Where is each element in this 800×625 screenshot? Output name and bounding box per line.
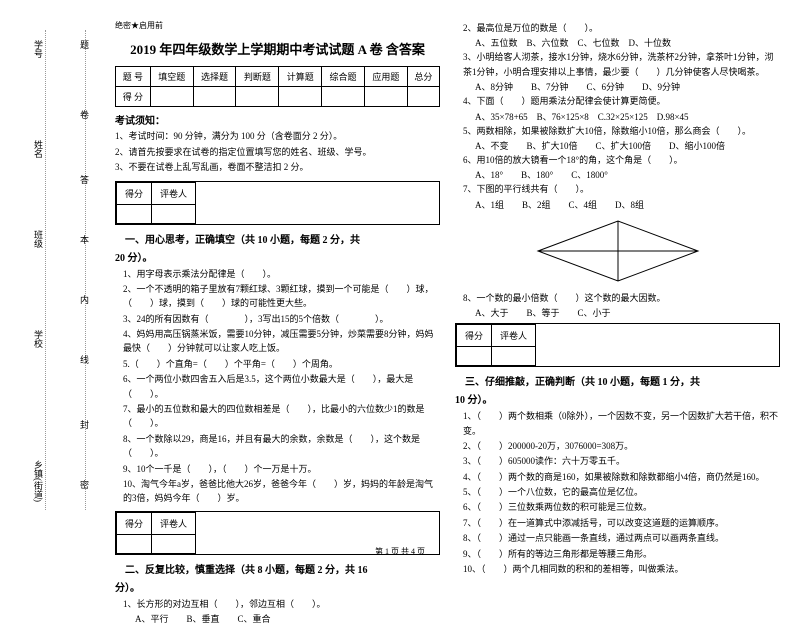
score-table: 题 号 填空题 选择题 判断题 计算题 综合题 应用题 总分 得 分: [115, 66, 440, 107]
q2-4-opts: A、35×78+65 B、76×125×8 C.32×25×125 D.98×4…: [455, 110, 780, 123]
th-0: 题 号: [116, 67, 151, 87]
q3-2: 2、（ ）200000-20万，3076000=308万。: [455, 439, 780, 453]
q2-5-opts: A、不变 B、扩大10倍 C、扩大100倍 D、缩小100倍: [455, 139, 780, 152]
side-char-1: 卷: [78, 110, 91, 119]
side-label-1: 姓名: [32, 140, 45, 158]
side-label-2: 班级: [32, 230, 45, 248]
score-box-3: 得分评卷人: [455, 323, 780, 367]
q2-3-opts: A、8分钟 B、7分钟 C、6分钟 D、9分钟: [455, 80, 780, 93]
q3-5: 5、（ ）一个八位数，它的最高位是亿位。: [455, 485, 780, 499]
q3-4: 4、（ ）两个数的商是160，如果被除数和除数都缩小4倍，商仍然是160。: [455, 470, 780, 484]
side-char-4: 内: [78, 295, 91, 304]
th-2: 选择题: [193, 67, 236, 87]
page-footer: 第 1 页 共 4 页: [0, 546, 800, 557]
side-char-5: 线: [78, 355, 91, 364]
q3-6: 6、（ ）三位数乘两位数的积可能是三位数。: [455, 500, 780, 514]
side-char-0: 题: [78, 40, 91, 49]
side-char-7: 密: [78, 480, 91, 489]
q1-2: 2、一个不透明的箱子里放有7颗红球、3颗红球，摸到一个可能是（ ）球，（ ）球，…: [115, 282, 440, 311]
th-6: 应用题: [364, 67, 407, 87]
side-char-3: 本: [78, 235, 91, 244]
section1-tail: 20 分）。: [115, 249, 440, 264]
q2-8-opts: A、大于 B、等于 C、小于: [455, 306, 780, 319]
right-column: 2、最高位是万位的数是（ ）。 A、五位数 B、六位数 C、七位数 D、十位数 …: [455, 20, 780, 625]
exam-title: 2019 年四年级数学上学期期中考试试题 A 卷 含答案: [115, 39, 440, 58]
section1-head: 一、用心思考，正确填空（共 10 小题，每题 2 分，共: [125, 235, 360, 246]
section2-tail: 分）。: [115, 579, 440, 594]
th-5: 综合题: [322, 67, 365, 87]
q1-7: 7、最小的五位数和最大的四位数相差是（ ），比最小的六位数少1的数是（ ）。: [115, 402, 440, 431]
section3-head: 三、仔细推敲，正确判断（共 10 小题，每题 1 分，共: [465, 377, 700, 388]
q2-1: 1、长方形的对边互相（ ），邻边互相（ ）。: [115, 597, 440, 611]
side-label-4: 乡镇(街道): [32, 460, 45, 502]
q2-7: 7、下图的平行线共有（ ）。: [455, 182, 780, 196]
q1-8: 8、一个数除以29，商是16，并且有最大的余数，余数是（ ），这个数是（ ）。: [115, 432, 440, 461]
q2-7-opts: A、1组 B、2组 C、4组 D、8组: [455, 198, 780, 211]
secret-label: 绝密★启用前: [115, 20, 440, 31]
q1-1: 1、用字母表示乘法分配律是（ ）。: [115, 267, 440, 281]
rhombus-diagram: [528, 216, 708, 286]
dotted-line-2: [85, 30, 86, 510]
side-label-0: 学号: [32, 40, 45, 58]
q3-1: 1、（ ）两个数相乘（0除外），一个因数不变，另一个因数扩大若干倍，积不变。: [455, 409, 780, 438]
q1-3: 3、24的所有因数有（ ），3写出15的5个倍数（ ）。: [115, 312, 440, 326]
notice-title: 考试须知：: [115, 112, 440, 127]
q1-9: 9、10个一千是（ ），（ ）个一万是十万。: [115, 462, 440, 476]
section2-head: 二、反复比较，慎重选择（共 8 小题，每题 2 分，共 16: [125, 565, 368, 576]
q1-6: 6、一个两位小数四舍五入后是3.5，这个两位小数最大是（ ），最大是（ ）。: [115, 372, 440, 401]
section3-tail: 10 分）。: [455, 391, 780, 406]
side-char-6: 封: [78, 420, 91, 429]
th-4: 计算题: [279, 67, 322, 87]
notice-1: 1、考试时间：90 分钟，满分为 100 分（含卷面分 2 分）。: [115, 130, 440, 144]
row2-label: 得 分: [116, 87, 151, 107]
score-box-1: 得分评卷人: [115, 181, 440, 225]
th-3: 判断题: [236, 67, 279, 87]
q2-4: 4、下面（ ）题用乘法分配律会使计算更简便。: [455, 94, 780, 108]
main-content: 绝密★启用前 2019 年四年级数学上学期期中考试试题 A 卷 含答案 题 号 …: [115, 20, 785, 625]
notice-3: 3、不要在试卷上乱写乱画，卷面不整洁扣 2 分。: [115, 161, 440, 175]
q2-3: 3、小明给客人沏茶，接水1分钟，烧水6分钟，洗茶杯2分钟，拿茶叶1分钟，沏茶1分…: [455, 50, 780, 79]
q2-1-opts: A、平行 B、垂直 C、重合: [115, 612, 440, 625]
dotted-line-1: [45, 30, 46, 510]
q1-4: 4、妈妈用高压锅蒸米饭，需要10分钟，减压需要5分钟，炒菜需要8分钟，妈妈最快（…: [115, 327, 440, 356]
q2-6: 6、用10倍的放大镜看一个18°的角，这个角是（ ）。: [455, 153, 780, 167]
th-7: 总分: [407, 67, 439, 87]
q1-10: 10、淘气今年a岁，爸爸比他大26岁，爸爸今年（ ）岁，妈妈的年龄是淘气的3倍，…: [115, 477, 440, 506]
q2-8: 8、一个数的最小倍数（ ）这个数的最大因数。: [455, 291, 780, 305]
q1-5: 5.（ ）个直角=（ ）个平角=（ ）个周角。: [115, 357, 440, 371]
notice-2: 2、请首先按要求在试卷的指定位置填写您的姓名、班级、学号。: [115, 146, 440, 160]
left-column: 绝密★启用前 2019 年四年级数学上学期期中考试试题 A 卷 含答案 题 号 …: [115, 20, 440, 625]
q2-2-opts: A、五位数 B、六位数 C、七位数 D、十位数: [455, 36, 780, 49]
q3-7: 7、（ ）在一道算式中添减括号，可以改变这道题的运算顺序。: [455, 516, 780, 530]
side-label-3: 学校: [32, 330, 45, 348]
q3-10: 10、（ ）两个几相同数的积和的差相等，叫做乘法。: [455, 562, 780, 576]
q3-8: 8、（ ）通过一点只能画一条直线，通过两点可以画两条直线。: [455, 531, 780, 545]
q2-6-opts: A、18° B、180° C、1800°: [455, 168, 780, 181]
q2-2: 2、最高位是万位的数是（ ）。: [455, 21, 780, 35]
th-1: 填空题: [150, 67, 193, 87]
q2-5: 5、两数相除，如果被除数扩大10倍，除数缩小10倍，那么商会（ ）。: [455, 124, 780, 138]
q3-3: 3、（ ）605000读作：六十万零五千。: [455, 454, 780, 468]
side-char-2: 答: [78, 175, 91, 184]
